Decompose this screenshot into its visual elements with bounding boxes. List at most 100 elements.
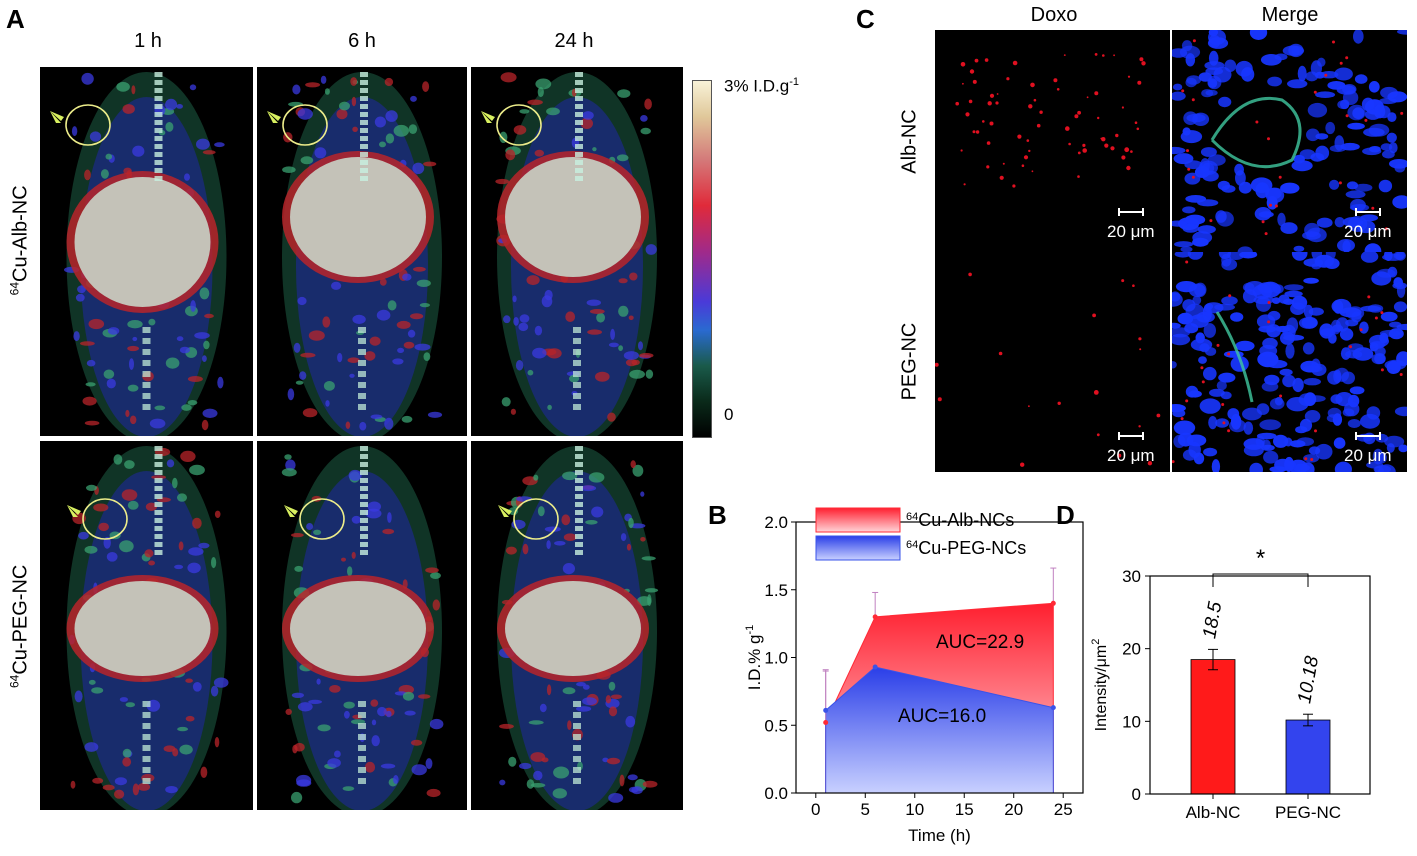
doxo-signal [1113, 54, 1115, 57]
vertebra [573, 360, 581, 366]
nucleus [1282, 45, 1305, 56]
vertebra [360, 160, 368, 165]
signal-speckle [347, 357, 360, 364]
doxo-signal [1180, 417, 1184, 421]
signal-speckle [364, 761, 376, 773]
signal-speckle [116, 81, 130, 92]
doxo-signal [1191, 175, 1195, 179]
vertebra [573, 712, 581, 718]
signal-speckle [105, 153, 113, 160]
x-tick-label: 25 [1054, 800, 1073, 819]
liver [505, 581, 641, 676]
signal-speckle [640, 491, 645, 497]
doxo-signal [968, 272, 972, 277]
signal-speckle [293, 342, 301, 353]
signal-speckle [608, 793, 624, 803]
nucleus [1380, 143, 1393, 151]
doxo-signal [1359, 328, 1363, 332]
signal-speckle [412, 162, 425, 174]
vertebra [575, 446, 583, 451]
scale-bar-merge-alb: 20 μm [1344, 208, 1392, 242]
doxo-signal [1056, 88, 1060, 91]
doxo-signal [1124, 147, 1130, 153]
nucleus [1198, 72, 1212, 82]
nucleus [1349, 204, 1370, 212]
doxo-signal [1101, 137, 1106, 142]
panel-label-b: B [708, 500, 727, 530]
doxo-signal [1021, 164, 1025, 167]
signal-speckle [211, 557, 217, 569]
nucleus [1277, 212, 1286, 227]
nucleus [1347, 419, 1361, 428]
signal-speckle [100, 169, 109, 179]
nucleus [1182, 127, 1191, 136]
nucleus [1369, 146, 1381, 153]
signal-speckle [93, 503, 109, 512]
panel-label-d: D [1056, 500, 1075, 530]
vertebra [154, 462, 163, 467]
signal-speckle [630, 460, 636, 469]
x-axis-label: Time (h) [908, 826, 971, 845]
signal-speckle [89, 131, 102, 142]
signal-speckle [339, 101, 350, 111]
nucleus [1267, 76, 1282, 87]
signal-speckle [129, 358, 134, 370]
vertebra [358, 745, 366, 751]
signal-speckle [210, 685, 219, 697]
nucleus [1254, 207, 1272, 221]
nucleus [1380, 86, 1398, 99]
signal-speckle [629, 272, 638, 281]
vertebra [142, 756, 151, 762]
vertebra [358, 382, 366, 388]
signal-speckle [177, 493, 187, 502]
signal-speckle [300, 352, 316, 358]
signal-speckle [127, 320, 143, 329]
signal-speckle [425, 758, 433, 770]
signal-speckle [582, 684, 590, 690]
vertebra [154, 534, 163, 539]
vertebra [142, 745, 151, 751]
doxo-signal [1371, 206, 1375, 210]
signal-speckle [371, 719, 377, 726]
vertebra [575, 112, 583, 117]
nucleus [1347, 394, 1360, 408]
signal-speckle [530, 783, 546, 788]
legend-sup: 64 [906, 511, 918, 523]
signal-speckle [344, 710, 350, 719]
x-category-label: Alb-NC [1186, 803, 1241, 822]
signal-speckle [343, 701, 355, 709]
signal-speckle [410, 739, 423, 746]
signal-speckle [84, 420, 100, 426]
signal-speckle [503, 315, 511, 324]
nucleus [1237, 246, 1253, 252]
doxo-signal [1092, 313, 1096, 318]
nucleus [1172, 322, 1181, 329]
doxo-signal [1139, 348, 1142, 351]
nucleus [1242, 407, 1262, 421]
signal-speckle [202, 150, 216, 155]
nucleus [1172, 83, 1183, 91]
signal-speckle [189, 464, 205, 476]
scale-bar-doxo-alb: 20 μm [1107, 208, 1155, 242]
nucleus [1259, 419, 1281, 431]
doxo-signal [1384, 227, 1388, 231]
nucleus [1377, 105, 1391, 119]
vertebra [142, 338, 151, 344]
nucleus [1283, 334, 1305, 341]
vertebra [360, 96, 368, 101]
signal-speckle [331, 281, 342, 290]
signal-speckle [414, 343, 431, 351]
signal-speckle [305, 82, 321, 88]
vertebra [360, 462, 368, 467]
signal-speckle [296, 774, 312, 787]
signal-speckle [82, 396, 97, 406]
doxo-signal [1028, 149, 1031, 153]
nucleus [1243, 421, 1254, 435]
doxo-signal [1187, 167, 1191, 171]
signal-speckle [324, 88, 330, 95]
signal-speckle [299, 371, 307, 380]
vertebra [358, 360, 366, 366]
signal-speckle [179, 744, 193, 755]
nucleus [1258, 325, 1277, 333]
nucleus [1282, 298, 1295, 305]
